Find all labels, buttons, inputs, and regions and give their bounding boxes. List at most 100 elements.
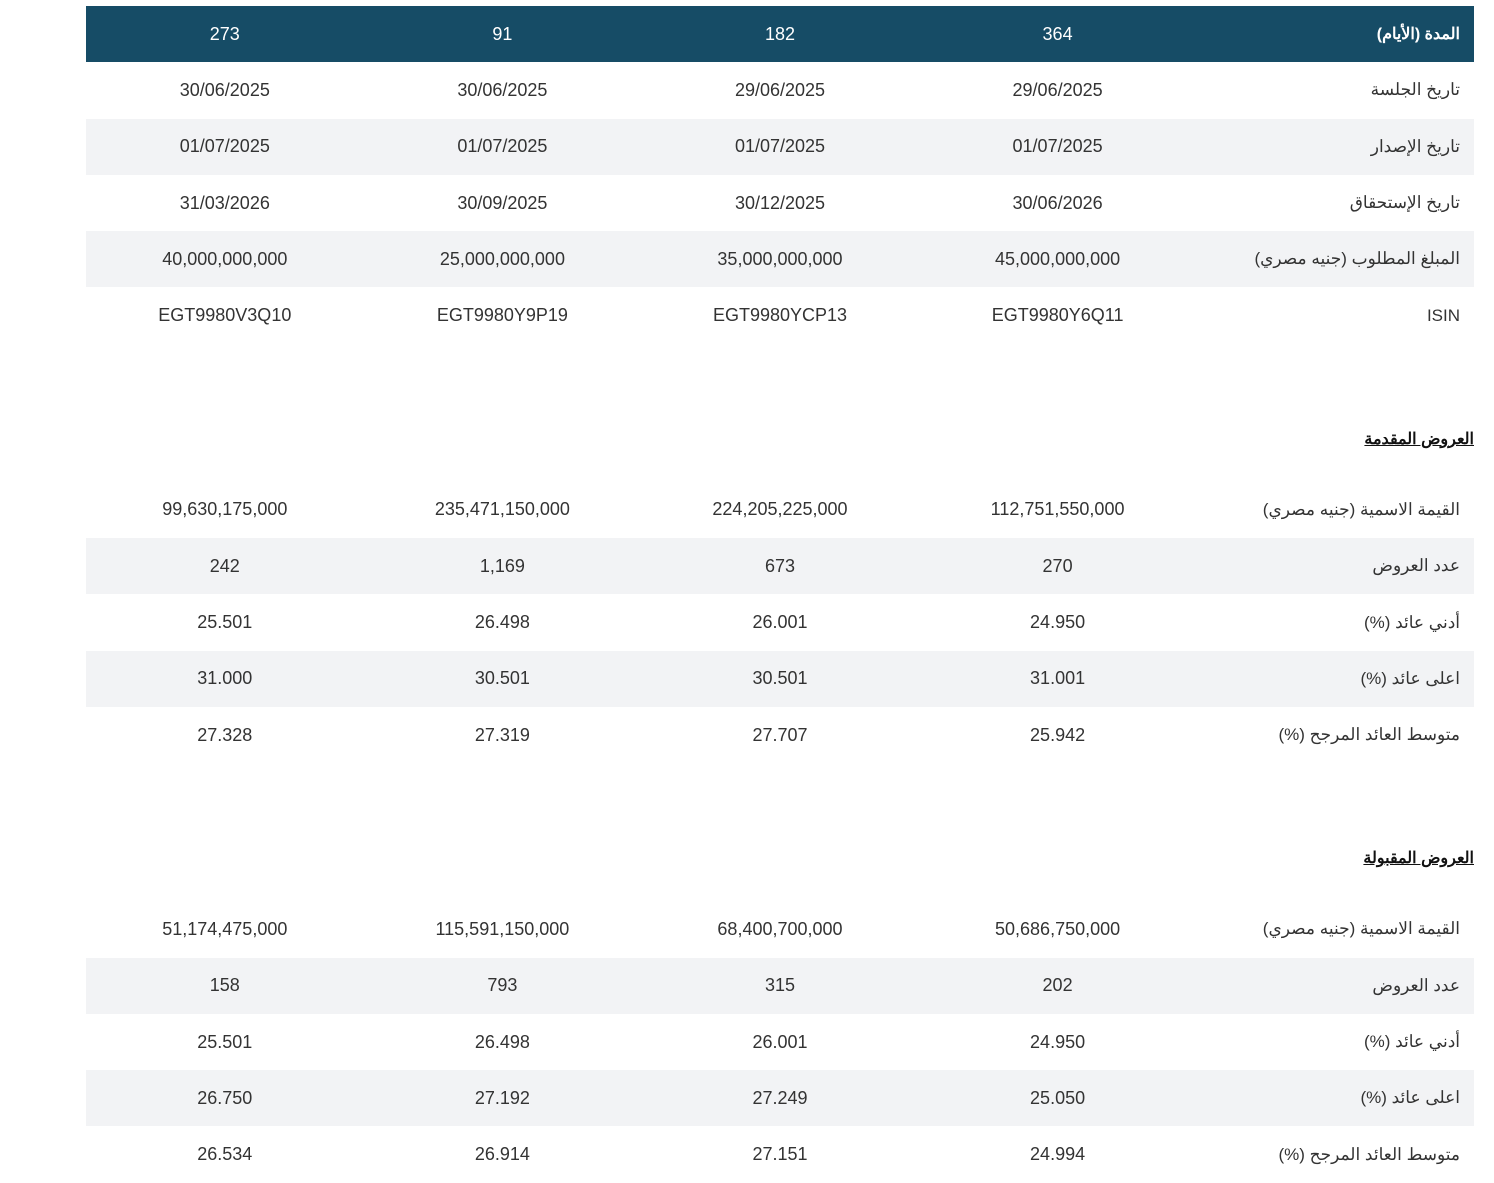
table-cell: 30.501 [641, 650, 919, 707]
table-cell: 27.707 [752, 724, 808, 745]
row-label: القيمة الاسمية (جنيه مصري) [1262, 499, 1460, 519]
table-cell: 50,686,750,000 [995, 918, 1121, 939]
submitted-bids-title: العروض المقدمة [1364, 430, 1474, 448]
table-cell: 26.001 [752, 612, 808, 633]
table-cell: 27.192 [363, 1070, 642, 1127]
table-cell: 158 [86, 957, 364, 1014]
table-cell: 30/12/2025 [734, 192, 826, 213]
table-cell: 270 [918, 538, 1197, 595]
table-cell: 40,000,000,000 [86, 231, 364, 288]
table-cell: EGT9980Y9P19 [436, 305, 568, 326]
row-label: متوسط العائد المرجح (%) [1278, 725, 1460, 745]
table-cell: 224,205,225,000 [712, 499, 848, 520]
table-row: 30/06/2025 30/06/2025 29/06/2025 29/06/2… [86, 62, 1474, 118]
table-row: 51,174,475,000 115,591,150,000 68,400,70… [86, 901, 1474, 957]
table-cell: 26.534 [197, 1144, 253, 1165]
table-cell: 35,000,000,000 [641, 231, 919, 288]
table-cell: 27.328 [197, 724, 253, 745]
table-cell: 30.501 [363, 650, 642, 707]
header-cell: 273 [86, 6, 364, 63]
table-cell: 25.050 [918, 1070, 1197, 1127]
table-cell: 27.151 [752, 1144, 808, 1165]
auction-results: 273 91 182 364 المدة (الأيام) 30/06/2025… [86, 6, 1474, 1183]
table-cell: 24.950 [1030, 612, 1086, 633]
table-cell: 26.914 [474, 1144, 530, 1165]
table-cell: 31.000 [86, 650, 364, 707]
row-label: عدد العروض [1196, 957, 1474, 1014]
table-cell: 99,630,175,000 [162, 499, 288, 520]
table-header-row: 273 91 182 364 المدة (الأيام) [86, 6, 1474, 63]
table-cell: 51,174,475,000 [162, 918, 288, 939]
table-cell: 30/06/2026 [1012, 192, 1103, 213]
table-cell: 01/07/2025 [363, 118, 642, 175]
table-row: EGT9980V3Q10 EGT9980Y9P19 EGT9980YCP13 E… [86, 287, 1474, 343]
table-cell: 30/06/2025 [179, 79, 270, 100]
table-cell: 31/03/2026 [179, 192, 270, 213]
table-row: 26.750 27.192 27.249 25.050 اعلى عائد (%… [86, 1070, 1474, 1127]
table-row: 01/07/2025 01/07/2025 01/07/2025 01/07/2… [86, 118, 1474, 175]
table-cell: 27.319 [474, 724, 530, 745]
table-cell: 25.942 [1030, 724, 1086, 745]
table-cell: 1,169 [363, 538, 642, 595]
table-cell: 673 [641, 538, 919, 595]
header-cell: 364 [918, 6, 1197, 63]
table-cell: EGT9980V3Q10 [158, 305, 292, 326]
table-row: 25.501 26.498 26.001 24.950 أدني عائد (%… [86, 594, 1474, 650]
header-cell: 182 [641, 6, 919, 63]
table-cell: 01/07/2025 [86, 118, 364, 175]
header-cell: 91 [363, 6, 642, 63]
table-row: 27.328 27.319 27.707 25.942 متوسط العائد… [86, 707, 1474, 763]
row-label: اعلى عائد (%) [1196, 1070, 1474, 1127]
table-cell: 26.498 [474, 612, 530, 633]
table-cell: 26.498 [474, 1031, 530, 1052]
row-label: متوسط العائد المرجح (%) [1278, 1144, 1460, 1164]
table-cell: 242 [86, 538, 364, 595]
table-cell: 24.994 [1030, 1144, 1086, 1165]
table-row: 31.000 30.501 30.501 31.001 اعلى عائد (%… [86, 650, 1474, 707]
table-cell: 24.950 [1030, 1031, 1086, 1052]
table-cell: 30/09/2025 [457, 192, 548, 213]
table-cell: 68,400,700,000 [717, 918, 843, 939]
row-label: تاريخ الإستحقاق [1349, 193, 1460, 213]
table-cell: 112,751,550,000 [990, 499, 1125, 520]
row-label: ISIN [1426, 305, 1460, 325]
row-label: أدني عائد (%) [1363, 1032, 1460, 1051]
table-cell: 26.001 [752, 1031, 808, 1052]
table-cell: 30/06/2025 [457, 79, 548, 100]
table-cell: 793 [363, 957, 642, 1014]
submitted-bids-table: 99,630,175,000 235,471,150,000 224,205,2… [86, 482, 1474, 763]
table-row: 25.501 26.498 26.001 24.950 أدني عائد (%… [86, 1014, 1474, 1070]
table-cell: 25,000,000,000 [363, 231, 642, 288]
table-cell: 202 [918, 957, 1197, 1014]
table-row: 99,630,175,000 235,471,150,000 224,205,2… [86, 482, 1474, 538]
table-cell: EGT9980YCP13 [712, 305, 848, 326]
table-cell: EGT9980Y6Q11 [991, 305, 1124, 326]
table-cell: 25.501 [197, 612, 253, 633]
header-label: المدة (الأيام) [1196, 6, 1474, 63]
table-row: 31/03/2026 30/09/2025 30/12/2025 30/06/2… [86, 175, 1474, 231]
accepted-bids-table: 51,174,475,000 115,591,150,000 68,400,70… [86, 901, 1474, 1182]
table-cell: 45,000,000,000 [918, 231, 1197, 288]
table-cell: 26.750 [86, 1070, 364, 1127]
table-row: 26.534 26.914 27.151 24.994 متوسط العائد… [86, 1126, 1474, 1182]
table-cell: 235,471,150,000 [434, 499, 570, 520]
row-label: القيمة الاسمية (جنيه مصري) [1262, 919, 1460, 939]
row-label: أدني عائد (%) [1363, 612, 1460, 632]
table-cell: 29/06/2025 [1012, 79, 1103, 100]
auction-info-table: 273 91 182 364 المدة (الأيام) 30/06/2025… [86, 6, 1474, 344]
table-cell: 25.501 [197, 1031, 253, 1052]
accepted-bids-title: العروض المقبولة [1363, 850, 1474, 868]
table-cell: 01/07/2025 [918, 118, 1197, 175]
row-label: اعلى عائد (%) [1196, 650, 1474, 707]
row-label: تاريخ الجلسة [1370, 80, 1460, 100]
table-cell: 31.001 [918, 650, 1197, 707]
table-cell: 115,591,150,000 [435, 918, 570, 939]
table-cell: 27.249 [641, 1070, 919, 1127]
table-cell: 29/06/2025 [734, 79, 826, 100]
row-label: عدد العروض [1196, 538, 1474, 595]
table-cell: 01/07/2025 [641, 118, 919, 175]
row-label: تاريخ الإصدار [1196, 118, 1474, 175]
table-row: 158 793 315 202 عدد العروض [86, 957, 1474, 1014]
table-cell: 315 [641, 957, 919, 1014]
table-row: 242 1,169 673 270 عدد العروض [86, 538, 1474, 595]
